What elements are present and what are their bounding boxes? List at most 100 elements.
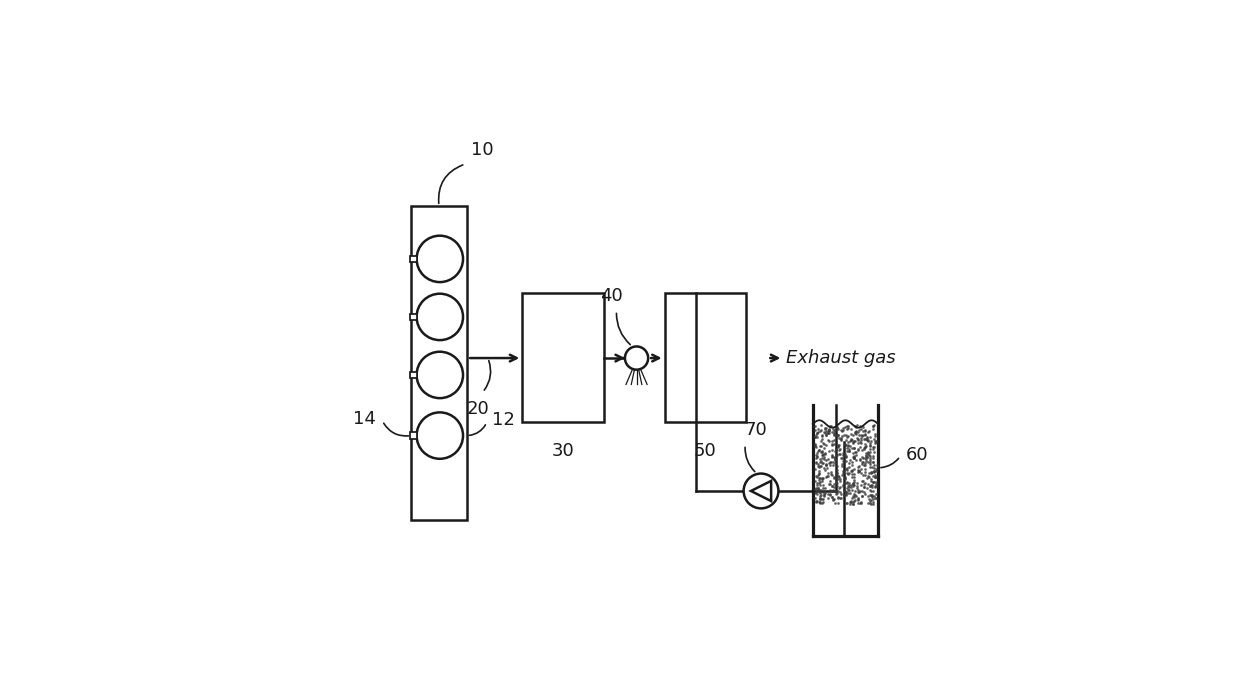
Point — [830, 476, 849, 487]
Point — [864, 469, 884, 480]
Point — [826, 446, 846, 457]
Point — [831, 486, 851, 497]
Point — [863, 471, 883, 482]
Point — [846, 422, 866, 433]
Point — [833, 479, 853, 490]
Point — [812, 446, 832, 457]
Circle shape — [625, 347, 649, 370]
Point — [822, 451, 842, 462]
Point — [848, 444, 868, 455]
Point — [828, 440, 848, 451]
Point — [805, 475, 825, 486]
Point — [823, 473, 843, 484]
Point — [827, 467, 847, 478]
Point — [866, 472, 885, 483]
Point — [844, 495, 864, 506]
Point — [856, 439, 875, 450]
Point — [815, 486, 835, 497]
Point — [844, 443, 864, 454]
Point — [822, 491, 842, 502]
Point — [816, 426, 836, 437]
Point — [856, 453, 875, 464]
Point — [836, 488, 856, 499]
Point — [856, 460, 875, 471]
Point — [843, 471, 863, 482]
Point — [825, 478, 844, 489]
Point — [852, 464, 872, 475]
Point — [831, 482, 851, 493]
Point — [831, 435, 851, 446]
Text: 10: 10 — [471, 140, 494, 159]
Point — [849, 485, 869, 496]
Point — [806, 429, 826, 440]
Point — [820, 479, 839, 490]
Point — [805, 440, 825, 451]
Point — [854, 464, 874, 475]
Point — [818, 453, 838, 464]
Point — [836, 463, 856, 474]
Point — [826, 429, 846, 440]
Point — [854, 479, 874, 490]
Point — [861, 495, 880, 506]
Point — [859, 489, 879, 500]
Point — [807, 427, 827, 438]
Point — [863, 497, 883, 508]
Point — [820, 425, 839, 436]
Point — [811, 494, 831, 505]
Point — [861, 475, 880, 486]
Point — [847, 432, 867, 443]
Point — [852, 435, 872, 446]
Point — [821, 456, 841, 467]
Point — [838, 421, 858, 432]
Point — [811, 461, 831, 472]
Point — [810, 460, 830, 471]
Point — [838, 422, 858, 433]
Point — [841, 495, 861, 506]
Point — [826, 458, 846, 469]
Point — [831, 449, 851, 460]
Point — [849, 460, 869, 471]
Point — [849, 453, 869, 464]
Point — [866, 478, 885, 489]
Point — [822, 480, 842, 491]
Point — [815, 422, 835, 433]
Point — [861, 453, 880, 464]
Point — [825, 425, 844, 436]
Point — [864, 490, 884, 501]
Point — [807, 496, 827, 507]
Point — [863, 457, 883, 468]
Point — [848, 466, 868, 477]
Point — [805, 438, 825, 449]
Point — [839, 478, 859, 489]
Point — [822, 486, 842, 497]
Point — [833, 450, 853, 461]
Point — [864, 476, 884, 487]
Point — [807, 483, 827, 494]
Point — [810, 478, 830, 489]
Point — [808, 469, 828, 479]
Point — [854, 460, 874, 471]
Point — [863, 498, 883, 509]
Point — [828, 442, 848, 453]
Point — [849, 425, 869, 436]
Bar — [665, 293, 746, 423]
Point — [805, 493, 825, 503]
Point — [826, 485, 846, 496]
Point — [811, 490, 831, 501]
Point — [842, 492, 862, 503]
Point — [839, 496, 859, 507]
Point — [848, 438, 868, 449]
Bar — [410, 314, 417, 320]
Point — [861, 468, 880, 479]
Point — [811, 420, 831, 431]
Point — [807, 489, 827, 500]
Point — [864, 459, 884, 470]
Point — [853, 444, 873, 455]
Point — [838, 487, 858, 498]
Point — [843, 497, 863, 508]
Point — [813, 496, 833, 507]
Point — [866, 437, 885, 448]
Point — [826, 471, 846, 482]
Point — [842, 459, 862, 470]
Point — [854, 433, 874, 444]
